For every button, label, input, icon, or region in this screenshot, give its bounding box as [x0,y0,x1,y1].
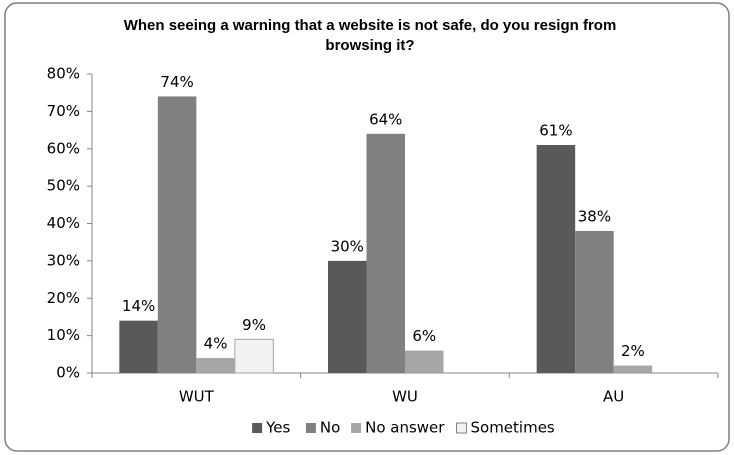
bar [575,230,614,373]
data-label: 6% [412,327,436,345]
y-tick-label: 40% [47,214,80,232]
y-tick-label: 50% [47,177,80,195]
legend-swatch [305,423,316,433]
y-tick-label: 20% [47,289,80,307]
bar [234,338,274,374]
x-tick-label: AU [603,388,624,406]
y-tick-label: 80% [47,65,80,83]
legend-label: No answer [365,419,445,437]
bar [366,133,405,373]
data-label: 38% [578,207,611,225]
data-label: 30% [331,237,364,255]
bar [157,96,197,374]
bar [119,320,158,373]
legend-swatch [252,423,263,433]
x-tick-label: WU [392,388,418,406]
data-label: 4% [204,335,228,353]
bar [536,145,576,373]
y-tick-label: 10% [47,326,80,344]
data-label: 64% [369,110,402,128]
data-label: 9% [242,316,266,334]
bar [328,260,367,373]
bar [405,350,444,373]
y-tick-label: 70% [47,102,80,120]
legend-label: Sometimes [471,419,555,437]
legend-label: No [320,419,340,437]
x-tick-label: WUT [179,388,215,406]
data-label: 2% [621,342,645,360]
legend-swatch [351,423,362,433]
chart-title: When seeing a warning that a website is … [123,17,617,54]
y-tick-label: 60% [47,139,80,157]
legend-label: Yes [265,419,290,437]
data-label: 61% [539,122,572,140]
y-tick-label: 30% [47,251,80,269]
data-label: 74% [160,73,193,91]
data-label: 14% [122,297,155,315]
bar [613,365,653,373]
y-tick-label: 0% [56,364,80,382]
bar [196,358,235,373]
legend-swatch [456,422,467,434]
